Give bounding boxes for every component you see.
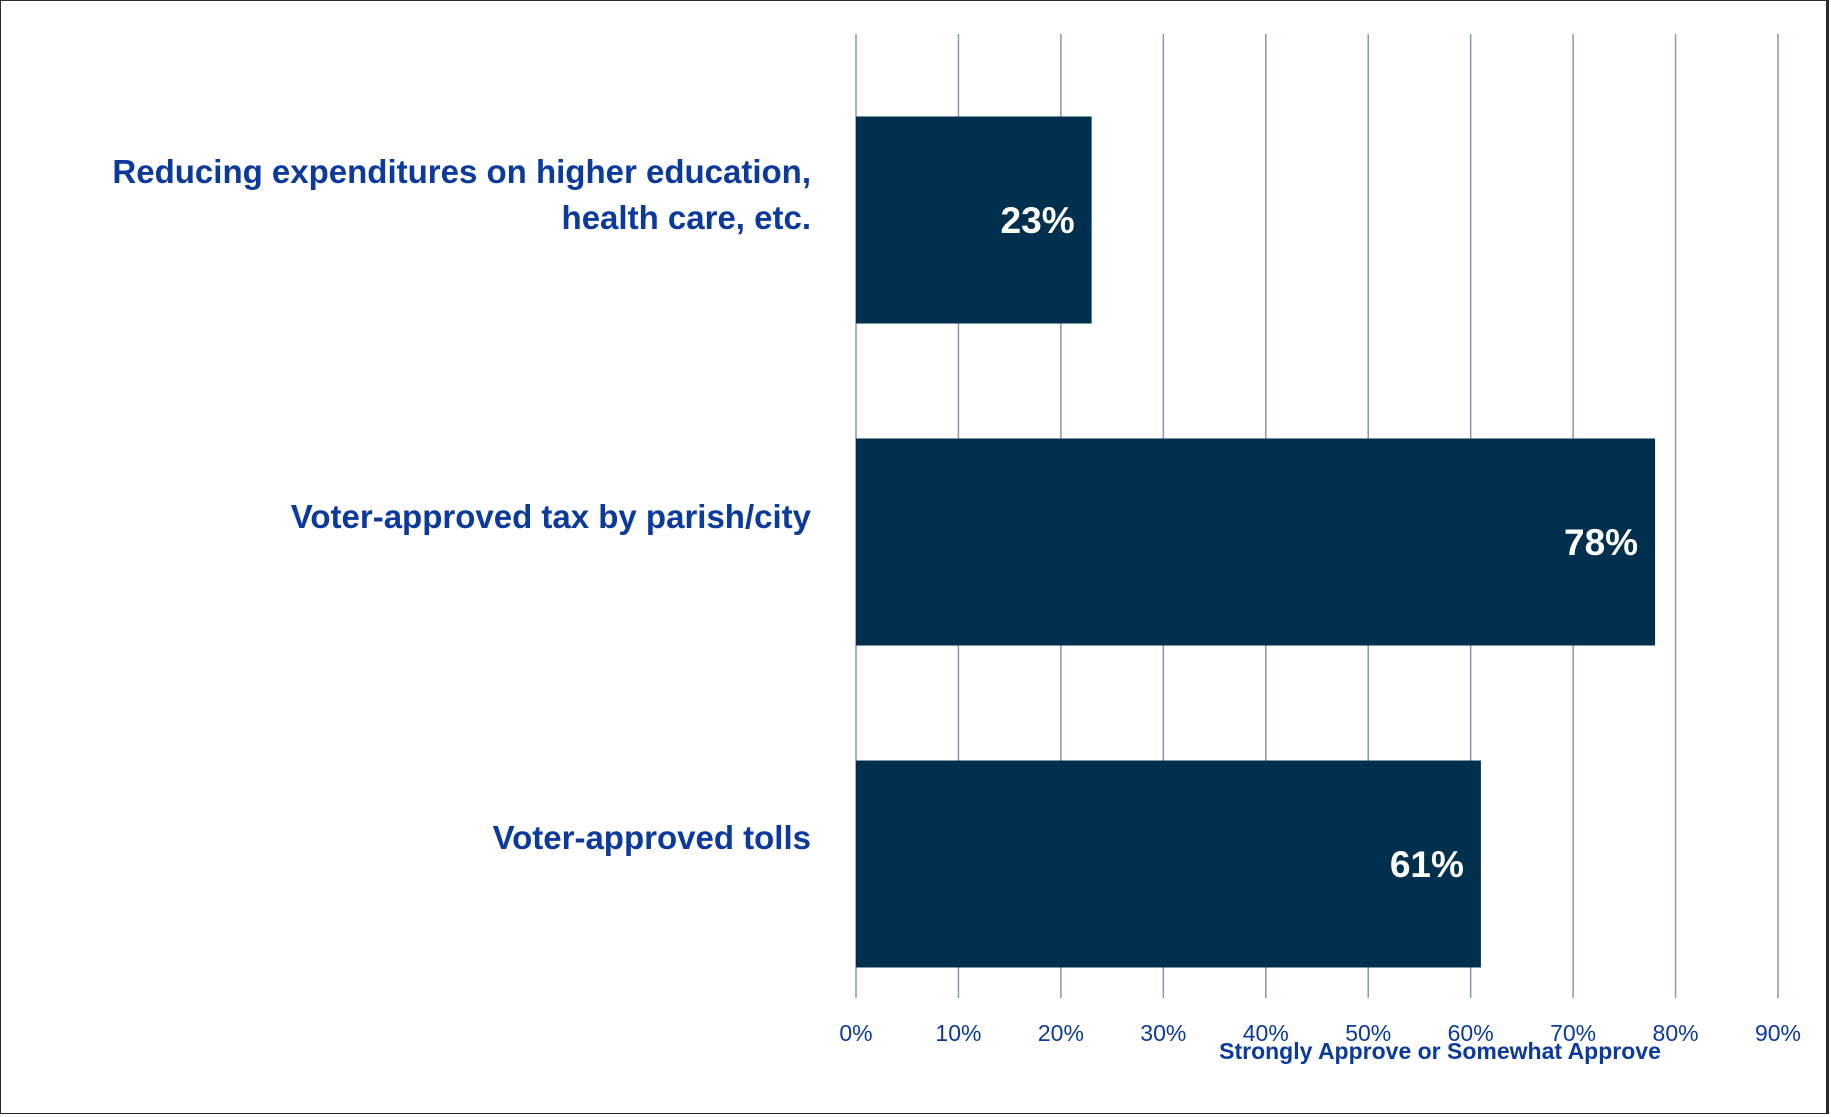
- x-tick-label: 20%: [1038, 1020, 1084, 1046]
- x-axis-ticks: 0% 10% 20% 30% 40% 50% 60% 70% 80% 90%: [839, 1020, 1801, 1046]
- bar-1: [856, 438, 1656, 646]
- category-label-voter-approved-tolls: Voter-approved tolls: [492, 819, 811, 856]
- x-tick-label: 80%: [1653, 1020, 1699, 1046]
- bar-2: [856, 760, 1481, 968]
- data-label-2: 61%: [1390, 844, 1464, 885]
- data-label-1: 78%: [1564, 522, 1638, 563]
- bars: 23% 78% 61%: [856, 116, 1656, 968]
- x-tick-label: 30%: [1140, 1020, 1186, 1046]
- data-label-0: 23%: [1001, 200, 1075, 241]
- x-tick-label: 70%: [1550, 1020, 1596, 1046]
- x-axis-title: Strongly Approve or Somewhat Approve: [1219, 1038, 1661, 1064]
- x-tick-label: 90%: [1755, 1020, 1801, 1046]
- x-tick-label: 50%: [1345, 1020, 1391, 1046]
- x-tick-label: 40%: [1243, 1020, 1289, 1046]
- x-tick-label: 0%: [839, 1020, 872, 1046]
- x-tick-label: 10%: [935, 1020, 981, 1046]
- category-label-reducing-expenditures: Reducing expenditures on higher educatio…: [112, 153, 811, 236]
- category-label-voter-approved-tax: Voter-approved tax by parish/city: [290, 498, 811, 535]
- bar-0: [856, 116, 1092, 324]
- x-tick-label: 60%: [1448, 1020, 1494, 1046]
